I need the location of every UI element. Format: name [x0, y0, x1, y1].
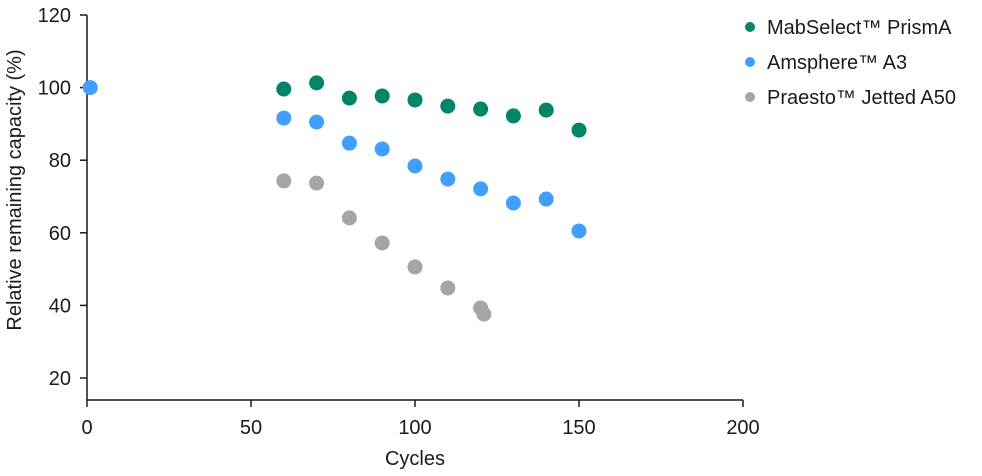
y-tick-label: 20	[49, 368, 71, 390]
data-point	[407, 158, 423, 174]
legend-marker	[745, 22, 755, 32]
data-point	[571, 223, 587, 239]
data-point	[309, 75, 325, 91]
legend-label: Praesto™ Jetted A50	[767, 87, 956, 109]
data-point	[440, 171, 456, 187]
data-point	[476, 306, 492, 322]
data-point	[276, 110, 292, 126]
data-point	[505, 108, 521, 124]
data-point	[374, 235, 390, 251]
x-tick-label: 0	[81, 417, 92, 439]
data-point	[82, 80, 98, 96]
y-tick-label: 40	[49, 295, 71, 317]
x-tick-label: 200	[726, 417, 759, 439]
data-point	[538, 102, 554, 118]
legend: MabSelect™ PrismA Amsphere™ A3 Praesto™ Je…	[745, 17, 956, 109]
axes: 0 50 100 150 200 20 40 60 80 100 120	[38, 5, 760, 439]
data-point	[309, 114, 325, 130]
data-point	[505, 195, 521, 211]
legend-label: Amsphere™ A3	[767, 52, 907, 74]
data-points	[82, 75, 587, 322]
x-tick-label: 100	[398, 417, 431, 439]
data-point	[440, 98, 456, 114]
x-axis-label: Cycles	[385, 448, 445, 470]
legend-label: MabSelect™ PrismA	[767, 17, 952, 39]
data-point	[374, 141, 390, 157]
data-point	[276, 81, 292, 97]
x-tick-label: 150	[562, 417, 595, 439]
data-point	[407, 92, 423, 108]
data-point	[538, 191, 554, 207]
data-point	[341, 90, 357, 106]
y-tick-label: 120	[38, 5, 71, 27]
data-point	[341, 135, 357, 151]
legend-marker	[745, 92, 755, 102]
y-tick-label: 60	[49, 223, 71, 245]
data-point	[309, 175, 325, 191]
y-tick-label: 80	[49, 150, 71, 172]
data-point	[440, 280, 456, 296]
data-point	[374, 88, 390, 104]
data-point	[276, 173, 292, 189]
x-tick-label: 50	[240, 417, 262, 439]
y-tick-label: 100	[38, 78, 71, 100]
data-point	[407, 259, 423, 275]
data-point	[341, 210, 357, 226]
data-point	[473, 101, 489, 117]
y-axis-label: Relative remaining capacity (%)	[4, 49, 26, 330]
legend-marker	[745, 57, 755, 67]
data-point	[571, 122, 587, 138]
data-point	[473, 181, 489, 197]
